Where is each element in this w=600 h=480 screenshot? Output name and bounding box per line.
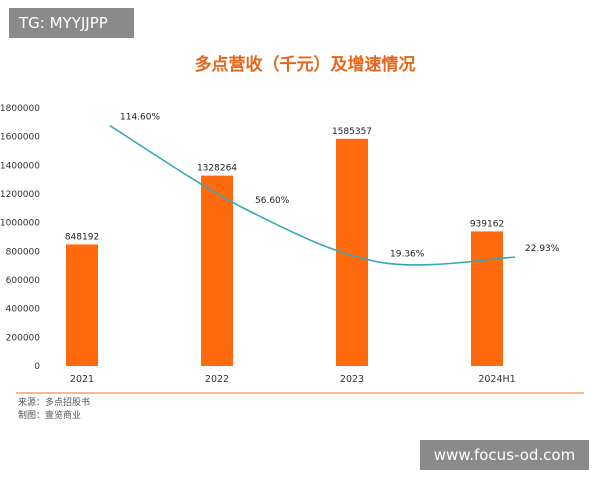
bar-value-label: 1328264 xyxy=(197,164,237,174)
y-tick-label: 200000 xyxy=(6,333,41,343)
x-axis: 2021 2022 2023 2024H1 xyxy=(70,374,516,385)
y-tick-label: 0 xyxy=(34,362,40,372)
y-tick-label: 1600000 xyxy=(0,133,40,143)
growth-rate-label: 114.60% xyxy=(120,113,160,123)
bar xyxy=(66,244,98,366)
bar-value-label: 1585357 xyxy=(332,127,372,137)
y-tick-label: 400000 xyxy=(6,305,41,315)
growth-rate-label: 22.93% xyxy=(525,244,560,254)
bar-value-label: 848192 xyxy=(65,232,99,242)
growth-line xyxy=(109,125,516,266)
y-tick-label: 1800000 xyxy=(0,104,40,114)
y-tick-label: 1000000 xyxy=(0,219,40,229)
chart-title: 多点营收（千元）及增速情况 xyxy=(195,54,416,75)
y-tick-label: 1200000 xyxy=(0,190,40,200)
bar xyxy=(201,175,233,366)
y-tick-label: 800000 xyxy=(6,247,41,257)
x-tick-label: 2022 xyxy=(205,374,229,385)
x-tick-label: 2024H1 xyxy=(478,374,515,385)
y-axis: 0 200000 400000 600000 800000 1000000 1200000 1… xyxy=(0,104,40,372)
bar-value-label: 939162 xyxy=(470,219,504,229)
bar-series: 848192 1328264 1585357 939162 xyxy=(65,127,504,366)
watermark-url: www.focus-od.com xyxy=(420,440,589,470)
growth-line-series: 114.60% 56.60% 19.36% 22.93% xyxy=(109,113,560,266)
growth-rate-label: 19.36% xyxy=(390,249,425,259)
bar xyxy=(471,231,503,366)
y-tick-label: 600000 xyxy=(6,276,41,286)
y-tick-label: 1400000 xyxy=(0,161,40,171)
made-by-note: 制图：壹览商业 xyxy=(18,409,81,421)
growth-rate-label: 56.60% xyxy=(255,196,290,206)
watermark-tag: TG: MYYJJPP xyxy=(9,8,134,38)
x-tick-label: 2021 xyxy=(70,374,94,385)
x-tick-label: 2023 xyxy=(340,374,364,385)
source-note: 来源：多点招股书 xyxy=(18,396,90,408)
